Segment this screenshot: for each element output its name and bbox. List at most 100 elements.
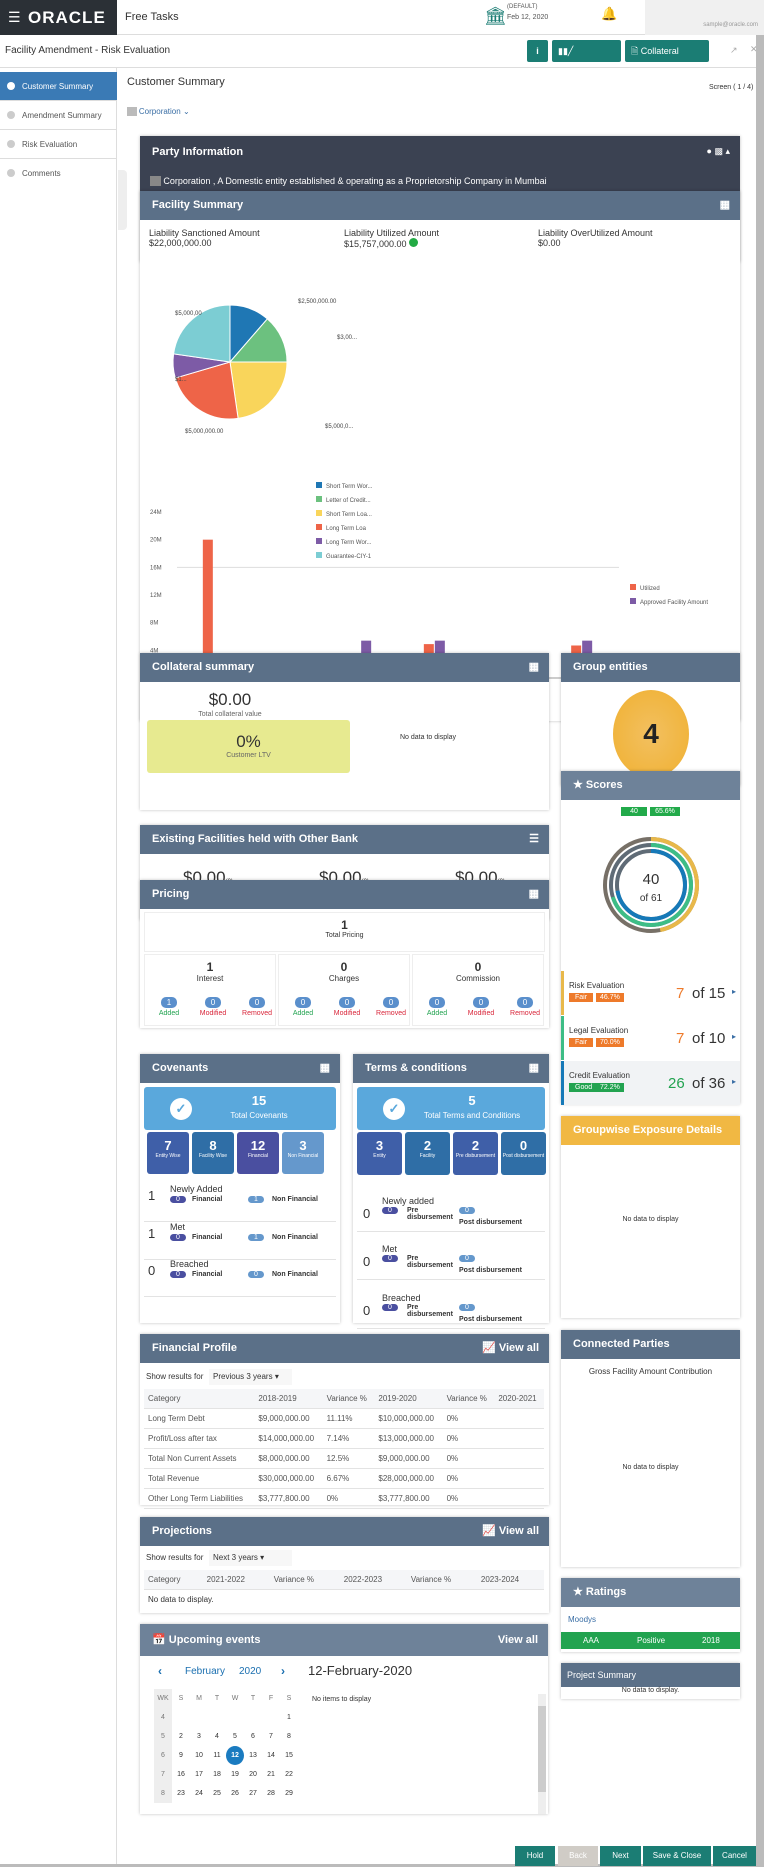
- bank-icon[interactable]: 🏛: [484, 6, 507, 26]
- bar-utilized[interactable]: [202, 539, 213, 678]
- score-item-1[interactable]: Legal Evaluation Fair 70.0% 7 of 10 ▸: [561, 1016, 740, 1060]
- menu-icon[interactable]: ☰: [8, 9, 21, 25]
- pricing-count-badge[interactable]: 0: [285, 997, 321, 1008]
- prev-month-icon[interactable]: ‹: [158, 1664, 162, 1678]
- calendar-day[interactable]: 23: [177, 1790, 185, 1797]
- column-header[interactable]: Variance %: [410, 1575, 452, 1584]
- calendar-day[interactable]: 11: [213, 1752, 221, 1759]
- calendar-day[interactable]: 9: [179, 1752, 183, 1759]
- events-view-all-link[interactable]: View all: [497, 1634, 538, 1646]
- next-button[interactable]: Next: [600, 1846, 641, 1866]
- column-header[interactable]: 2023-2024: [480, 1575, 520, 1584]
- info-button[interactable]: i: [527, 40, 548, 62]
- column-header[interactable]: Variance %: [273, 1575, 315, 1584]
- calendar-day[interactable]: 5: [233, 1733, 237, 1740]
- summary-tile[interactable]: 2 Pre disbursement: [453, 1132, 498, 1175]
- pie-legend-label[interactable]: Letter of Credit...: [326, 498, 371, 504]
- calendar-day[interactable]: 28: [267, 1790, 275, 1797]
- calendar-day[interactable]: [172, 1708, 190, 1727]
- score-item-0[interactable]: Risk Evaluation Fair 46.7% 7 of 15 ▸: [561, 971, 740, 1015]
- calendar-day[interactable]: 12: [226, 1746, 244, 1765]
- count-badge[interactable]: 0: [170, 1196, 186, 1203]
- pie-slice[interactable]: [173, 304, 231, 363]
- calendar-day[interactable]: 22: [285, 1771, 293, 1778]
- calendar-day[interactable]: [244, 1708, 262, 1727]
- user-menu[interactable]: sample@oracle.com: [645, 0, 764, 35]
- close-icon[interactable]: ✕: [750, 44, 758, 54]
- column-header[interactable]: Category: [148, 1394, 181, 1403]
- pricing-count-badge[interactable]: 0: [239, 997, 275, 1008]
- sidebar-item-risk-evaluation[interactable]: Risk Evaluation: [0, 130, 117, 159]
- column-header[interactable]: 2022-2023: [343, 1575, 383, 1584]
- count-badge[interactable]: 0: [382, 997, 400, 1008]
- summary-tile[interactable]: 0 Post disbursement: [501, 1132, 546, 1175]
- calendar-day[interactable]: 4: [215, 1733, 219, 1740]
- calendar-day[interactable]: 7: [269, 1733, 273, 1740]
- column-header[interactable]: Category: [148, 1575, 181, 1584]
- table-row[interactable]: Profit/Loss after tax $14,000,000.00 7.14%…: [144, 1429, 544, 1449]
- bar-legend-label[interactable]: Utilized: [640, 586, 660, 592]
- sidebar-item-comments[interactable]: Comments: [0, 159, 117, 188]
- bar-legend-label[interactable]: Approved Facility Amount: [640, 600, 708, 606]
- pie-legend-label[interactable]: Long Term Wor...: [326, 540, 372, 546]
- pricing-count-badge[interactable]: 0: [419, 997, 455, 1008]
- period-select[interactable]: Next 3 years ▾: [209, 1550, 292, 1566]
- bell-icon[interactable]: 🔔: [601, 6, 618, 21]
- sidebar-item-amendment-summary[interactable]: Amendment Summary: [0, 101, 117, 130]
- calendar-day[interactable]: 13: [249, 1752, 257, 1759]
- calendar-day[interactable]: 6: [251, 1733, 255, 1740]
- summary-tile[interactable]: 3 Non Financial: [282, 1132, 324, 1174]
- count-badge[interactable]: 0: [382, 1255, 398, 1262]
- column-header[interactable]: 2021-2022: [206, 1575, 245, 1584]
- calendar-day[interactable]: 20: [249, 1771, 257, 1778]
- pricing-count-badge[interactable]: 0: [507, 997, 543, 1008]
- count-badge[interactable]: 0: [170, 1271, 186, 1278]
- pie-slice[interactable]: [229, 361, 288, 419]
- summary-tile[interactable]: 8 Facility Wise: [192, 1132, 234, 1174]
- collateral-summary-button[interactable]: 🗎 Collateral Summary: [625, 40, 709, 78]
- pricing-count-badge[interactable]: 0: [195, 997, 231, 1008]
- count-badge[interactable]: 0: [472, 997, 490, 1008]
- count-badge[interactable]: 0: [459, 1207, 475, 1214]
- column-header[interactable]: Variance %: [326, 1394, 367, 1403]
- pie-slice[interactable]: [174, 361, 239, 420]
- calendar-day[interactable]: [190, 1708, 208, 1727]
- count-badge[interactable]: 0: [204, 997, 222, 1008]
- summary-tile[interactable]: 7 Entity Wise: [147, 1132, 189, 1174]
- list-icon[interactable]: ☰: [529, 833, 539, 845]
- calendar-day[interactable]: 14: [267, 1752, 275, 1759]
- column-header[interactable]: 2019-2020: [378, 1394, 417, 1403]
- save-close-button[interactable]: Save & Close: [643, 1846, 711, 1866]
- count-badge[interactable]: 0: [382, 1304, 398, 1311]
- pricing-count-badge[interactable]: 0: [373, 997, 409, 1008]
- column-header[interactable]: 2018-2019: [258, 1394, 297, 1403]
- count-badge[interactable]: 0: [428, 997, 446, 1008]
- pie-legend-label[interactable]: Guarantee-CIY-1: [326, 554, 372, 560]
- calendar-month[interactable]: February: [185, 1666, 226, 1677]
- calendar-day[interactable]: 16: [177, 1771, 185, 1778]
- minimize-icon[interactable]: ↗: [730, 45, 738, 55]
- columns-icon[interactable]: ▦: [319, 1062, 330, 1074]
- calendar-day[interactable]: 21: [267, 1771, 275, 1778]
- count-badge[interactable]: 0: [248, 997, 266, 1008]
- calendar-day[interactable]: 2: [179, 1733, 183, 1740]
- customer-selector[interactable]: ■■ Corporation ⌄: [127, 107, 190, 116]
- pricing-count-badge[interactable]: 1: [151, 997, 187, 1008]
- calendar-day[interactable]: 24: [195, 1790, 203, 1797]
- pricing-count-badge[interactable]: 0: [463, 997, 499, 1008]
- table-row[interactable]: Other Long Term Liabilities $3,777,800.00…: [144, 1489, 544, 1509]
- calendar-day[interactable]: 25: [213, 1790, 221, 1797]
- count-badge[interactable]: 0: [459, 1304, 475, 1311]
- cancel-button[interactable]: Cancel: [713, 1846, 756, 1866]
- count-badge[interactable]: 0: [459, 1255, 475, 1262]
- party-actions-icons[interactable]: ● ▩ ▴: [706, 146, 730, 156]
- calendar-day[interactable]: 10: [195, 1752, 203, 1759]
- summary-tile[interactable]: 12 Financial: [237, 1132, 279, 1174]
- calendar-day[interactable]: [262, 1708, 280, 1727]
- pie-legend-label[interactable]: Short Term Wor...: [326, 484, 373, 490]
- count-badge[interactable]: 0: [248, 1271, 264, 1278]
- score-item-2[interactable]: Credit Evaluation Good 72.2% 26 of 36 ▸: [561, 1061, 740, 1105]
- chevron-right-icon[interactable]: ▸: [732, 1077, 737, 1086]
- table-row[interactable]: Total Revenue $30,000,000.00 6.67% $28,000,…: [144, 1469, 544, 1489]
- pie-legend-label[interactable]: Long Term Loa: [326, 526, 367, 532]
